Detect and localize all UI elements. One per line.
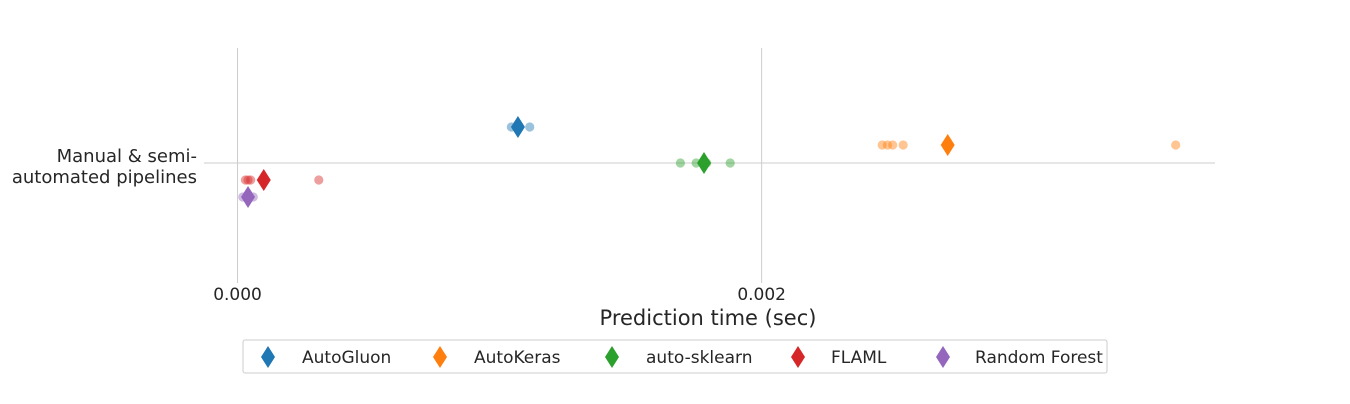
data-point — [725, 158, 735, 168]
legend-frame — [242, 339, 1108, 374]
data-point — [243, 175, 253, 185]
legend-label: AutoKeras — [474, 348, 561, 368]
data-point — [1171, 140, 1181, 150]
data-point — [898, 140, 908, 150]
mean-marker — [256, 169, 271, 191]
legend-marker — [791, 346, 805, 368]
legend-marker — [936, 346, 950, 368]
legend-marker — [605, 346, 619, 368]
data-point — [675, 158, 686, 168]
data-point — [882, 140, 893, 150]
legend-marker — [433, 346, 447, 368]
x-tick-label: 0.000 — [213, 285, 262, 305]
legend-label: Random Forest — [975, 348, 1103, 368]
legend-marker — [261, 346, 275, 368]
category-label-line-2: automated pipelines — [12, 167, 197, 188]
legend-label: FLAML — [831, 348, 887, 368]
mean-marker — [510, 116, 525, 138]
data-point — [525, 122, 535, 132]
legend-label: auto-sklearn — [646, 348, 752, 368]
x-tick-label: 0.002 — [737, 285, 786, 305]
data-point — [888, 140, 898, 150]
data-point — [240, 175, 251, 185]
data-point — [246, 175, 256, 185]
data-point — [314, 175, 324, 185]
labels-layer: Manual & semi- automated pipelines Predi… — [12, 146, 817, 330]
x-axis-label: Prediction time (sec) — [600, 306, 817, 330]
legend-label: AutoGluon — [302, 348, 391, 368]
markers-layer — [241, 116, 955, 208]
legend: AutoGluon AutoKeras auto-sklearn FLAML Rando… — [242, 339, 1108, 374]
data-point — [691, 158, 701, 168]
category-label-line-1: Manual & semi- — [57, 146, 197, 167]
mean-marker — [696, 152, 711, 174]
data-point — [877, 140, 887, 150]
mean-marker — [241, 186, 256, 208]
x-axis-ticks: 0.000 0.002 — [213, 285, 786, 305]
mean-marker — [940, 134, 955, 156]
